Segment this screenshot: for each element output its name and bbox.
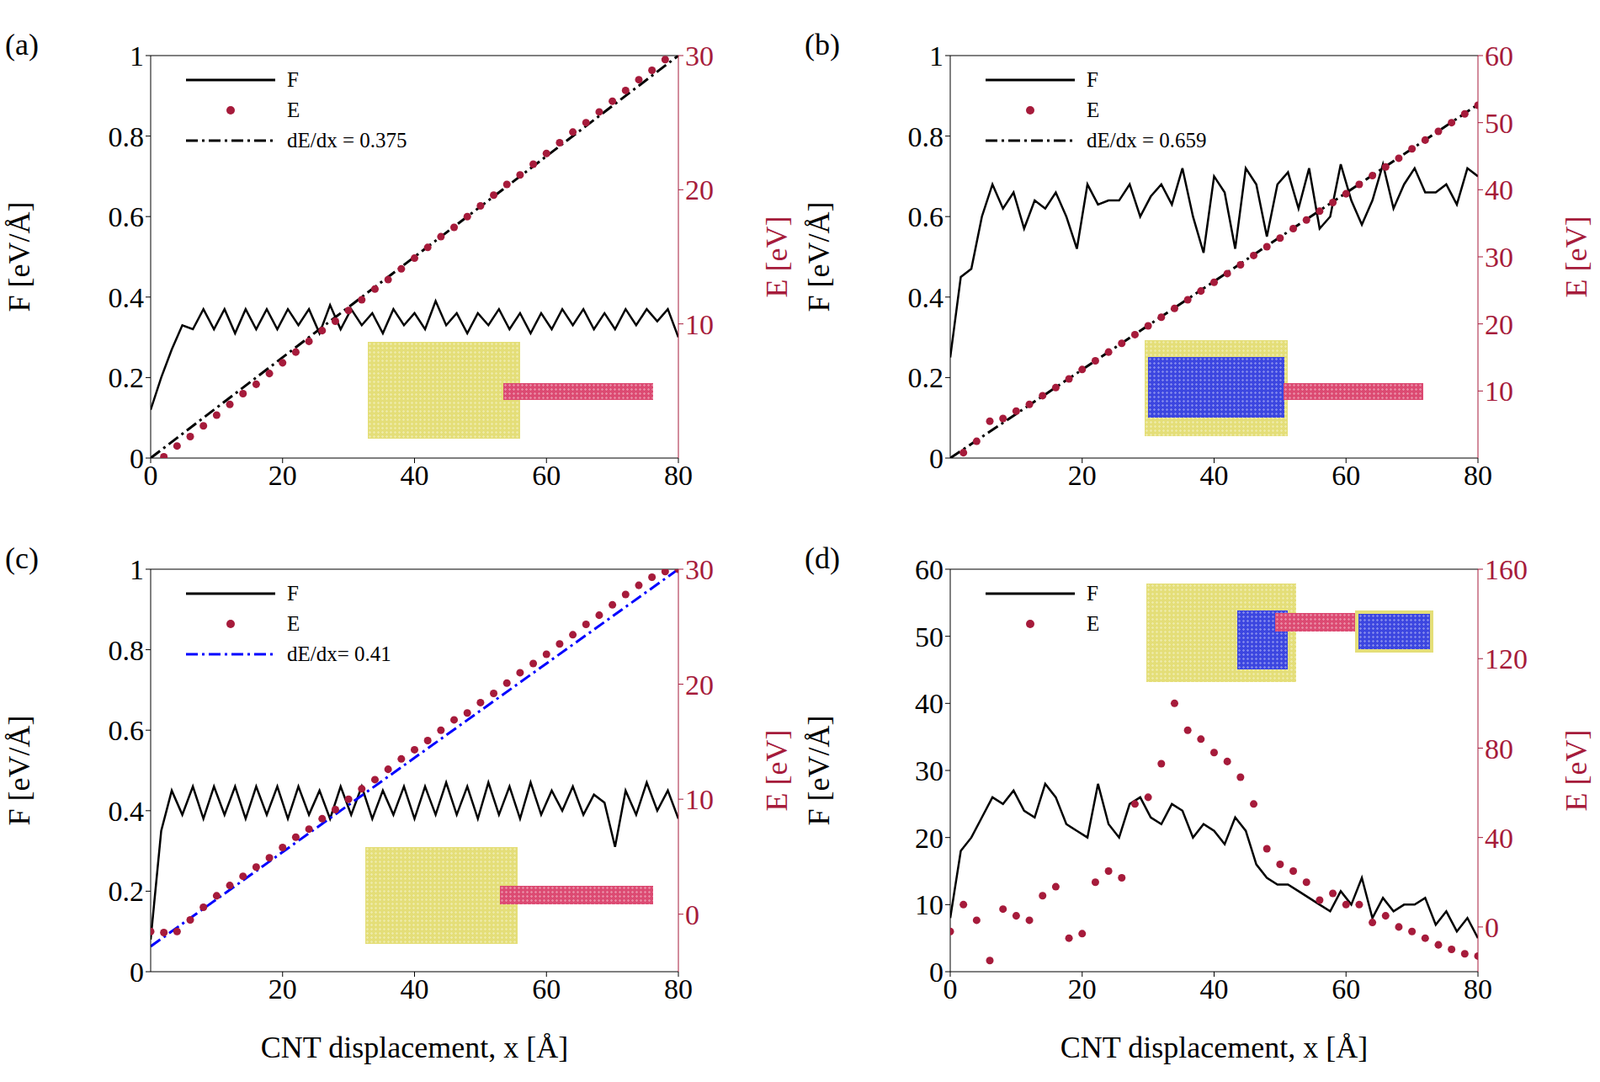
svg-text:160: 160 (1484, 553, 1528, 585)
svg-text:E [eV]: E [eV] (1559, 729, 1594, 812)
svg-text:0.6: 0.6 (908, 201, 945, 233)
html-text:E: E (287, 611, 300, 635)
html-text:F: F (287, 68, 299, 91)
svg-text:0: 0 (129, 956, 144, 988)
html-text:(c): (c) (5, 541, 39, 575)
html-text:E: E (1086, 98, 1100, 122)
svg-text:0: 0 (929, 956, 944, 988)
svg-text:0.4: 0.4 (908, 281, 945, 314)
svg-text:60: 60 (531, 972, 561, 1005)
svg-text:0: 0 (143, 459, 159, 491)
svg-text:60: 60 (1484, 40, 1514, 72)
svg-text:60: 60 (531, 459, 561, 491)
svg-text:120: 120 (1484, 643, 1528, 675)
svg-text:0: 0 (929, 442, 944, 474)
svg-text:40: 40 (1484, 174, 1514, 206)
svg-text:20: 20 (1068, 972, 1097, 1005)
svg-text:10: 10 (1484, 375, 1514, 407)
svg-text:40: 40 (914, 687, 944, 719)
svg-text:1: 1 (929, 40, 944, 72)
html-text:dE/dx = 0.375: dE/dx = 0.375 (287, 128, 408, 152)
svg-text:0.2: 0.2 (108, 361, 145, 394)
svg-text:60: 60 (914, 553, 944, 585)
svg-text:0.2: 0.2 (908, 361, 945, 394)
svg-text:30: 30 (914, 754, 944, 787)
svg-text:F [eV/Å]: F [eV/Å] (802, 715, 836, 826)
svg-text:0.8: 0.8 (908, 121, 945, 153)
svg-text:60: 60 (1331, 972, 1361, 1005)
svg-text:30: 30 (1484, 241, 1514, 273)
svg-text:40: 40 (1200, 972, 1229, 1005)
svg-text:50: 50 (1484, 107, 1514, 139)
html-text:dE/dx = 0.659: dE/dx = 0.659 (1086, 128, 1207, 152)
svg-text:CNT displacement, x [Å]: CNT displacement, x [Å] (260, 1030, 569, 1064)
svg-text:0: 0 (943, 972, 958, 1005)
html-text:F: F (287, 581, 299, 605)
svg-text:0.8: 0.8 (108, 121, 145, 153)
svg-text:20: 20 (685, 174, 714, 206)
svg-text:20: 20 (268, 972, 298, 1005)
svg-text:10: 10 (685, 308, 714, 341)
svg-text:80: 80 (1463, 459, 1493, 491)
svg-text:60: 60 (1331, 459, 1361, 491)
svg-text:20: 20 (1068, 459, 1097, 491)
svg-text:0.6: 0.6 (108, 201, 145, 233)
svg-text:40: 40 (400, 459, 430, 491)
svg-text:1: 1 (129, 40, 144, 72)
svg-text:80: 80 (664, 459, 693, 491)
html-text:F: F (1086, 68, 1099, 91)
html-text:(d): (d) (804, 541, 840, 575)
html-text:F: F (1086, 581, 1099, 605)
svg-text:80: 80 (1484, 733, 1514, 765)
html-text:E: E (287, 98, 300, 122)
svg-text:0: 0 (1484, 911, 1500, 943)
svg-text:CNT displacement, x [Å]: CNT displacement, x [Å] (1060, 1030, 1368, 1064)
svg-text:20: 20 (1484, 308, 1514, 341)
svg-text:10: 10 (685, 783, 714, 815)
html-text:(b): (b) (804, 27, 840, 62)
svg-text:30: 30 (685, 553, 714, 585)
svg-text:0.2: 0.2 (108, 875, 145, 907)
svg-text:E [eV]: E [eV] (1559, 216, 1594, 298)
svg-text:50: 50 (914, 621, 944, 653)
svg-text:20: 20 (685, 669, 714, 701)
svg-text:30: 30 (685, 40, 714, 72)
svg-text:20: 20 (914, 822, 944, 854)
html-text:dE/dx= 0.41: dE/dx= 0.41 (287, 642, 392, 665)
svg-text:E [eV]: E [eV] (760, 216, 794, 298)
html-text:E: E (1086, 611, 1100, 635)
svg-text:40: 40 (1200, 459, 1229, 491)
svg-text:0: 0 (685, 898, 700, 931)
svg-text:0.4: 0.4 (108, 795, 145, 827)
svg-text:10: 10 (914, 888, 944, 920)
svg-text:20: 20 (268, 459, 298, 491)
svg-text:0: 0 (129, 442, 144, 474)
svg-text:80: 80 (664, 972, 693, 1005)
svg-text:E [eV]: E [eV] (760, 729, 794, 812)
svg-text:F [eV/Å]: F [eV/Å] (2, 201, 37, 313)
svg-text:1: 1 (129, 553, 144, 585)
svg-text:40: 40 (1484, 822, 1514, 854)
html-text:(a): (a) (5, 27, 39, 62)
svg-text:F [eV/Å]: F [eV/Å] (2, 715, 37, 826)
svg-text:80: 80 (1463, 972, 1493, 1005)
svg-text:40: 40 (400, 972, 430, 1005)
svg-text:F [eV/Å]: F [eV/Å] (802, 201, 836, 313)
svg-text:0.8: 0.8 (108, 634, 145, 666)
svg-text:0.4: 0.4 (108, 281, 145, 314)
svg-text:0.6: 0.6 (108, 714, 145, 746)
